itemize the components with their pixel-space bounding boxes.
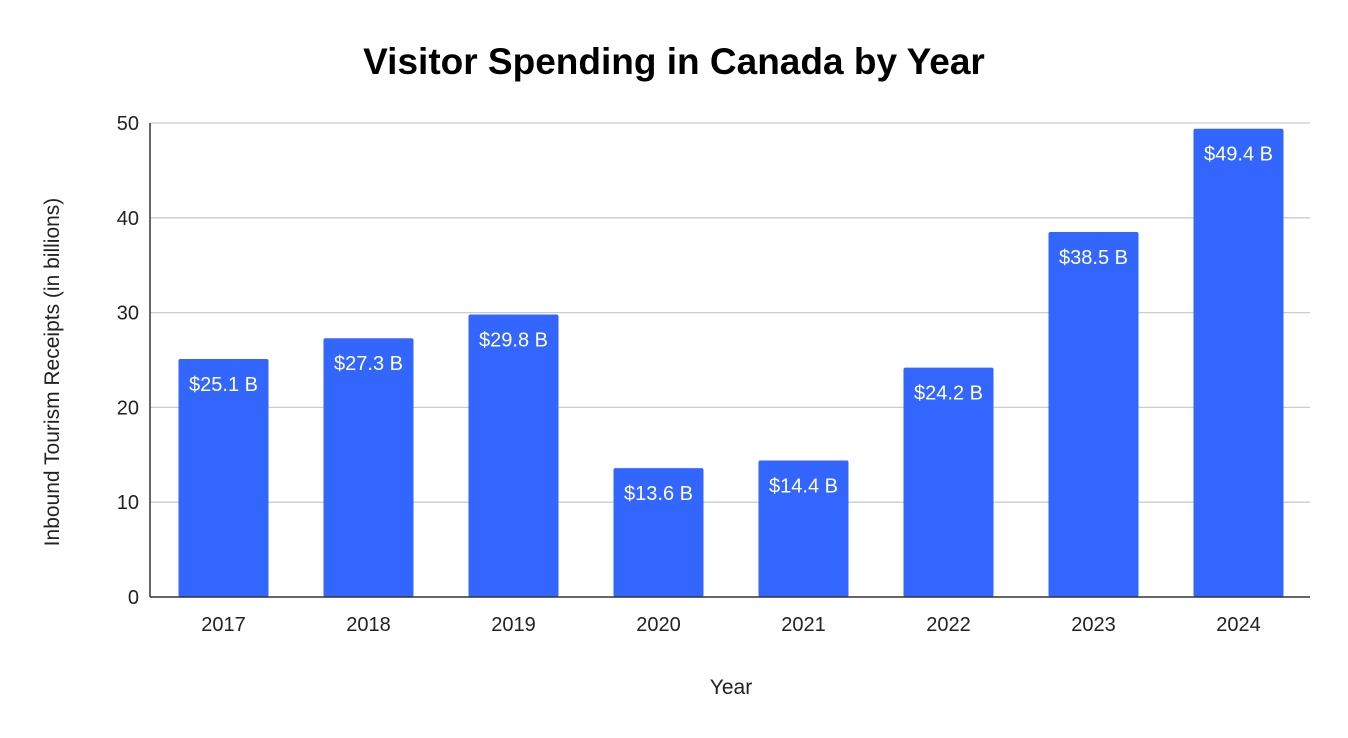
y-tick-label: 20 — [117, 397, 139, 419]
x-tick-label: 2018 — [346, 614, 391, 636]
x-tick-label: 2022 — [926, 614, 971, 636]
bar-2017 — [178, 359, 269, 597]
data-label: $49.4 B — [1204, 144, 1273, 166]
bar-2018 — [323, 338, 414, 597]
data-label: $13.6 B — [624, 483, 693, 505]
data-label: $25.1 B — [189, 374, 258, 396]
y-tick-label: 40 — [117, 208, 139, 230]
bar-2023 — [1048, 232, 1139, 597]
x-tick-label: 2017 — [201, 614, 246, 636]
bar-2022 — [903, 367, 994, 597]
y-tick-label: 30 — [117, 303, 139, 325]
x-tick-labels: 2017 2018 2019 2020 2021 2022 2023 2024 — [201, 614, 1261, 636]
bar-2020 — [613, 468, 704, 597]
x-tick-label: 2019 — [491, 614, 536, 636]
y-tick-label: 0 — [128, 587, 139, 609]
chart-title: Visitor Spending in Canada by Year — [363, 41, 985, 82]
data-label: $24.2 B — [914, 383, 983, 405]
x-tick-label: 2020 — [636, 614, 681, 636]
axes — [149, 123, 1310, 598]
y-axis-title: Inbound Tourism Receipts (in billions) — [41, 198, 64, 547]
data-label: $27.3 B — [334, 353, 403, 375]
x-tick-label: 2021 — [781, 614, 826, 636]
data-label: $29.8 B — [479, 329, 548, 351]
data-label: $38.5 B — [1059, 247, 1128, 269]
y-tick-labels: 0 10 20 30 40 50 — [117, 113, 139, 609]
bar-2021 — [758, 460, 849, 597]
y-tick-label: 10 — [117, 492, 139, 514]
y-tick-label: 50 — [117, 113, 139, 135]
data-labels: $25.1 B $27.3 B $29.8 B $13.6 B $14.4 B $24.2… — [189, 144, 1273, 505]
bar-2024 — [1193, 128, 1284, 598]
data-label: $14.4 B — [769, 475, 838, 497]
x-tick-label: 2023 — [1071, 614, 1116, 636]
x-axis-title: Year — [710, 676, 752, 699]
x-tick-label: 2024 — [1216, 614, 1261, 636]
bar-2019 — [468, 314, 559, 597]
bars — [178, 128, 1284, 598]
